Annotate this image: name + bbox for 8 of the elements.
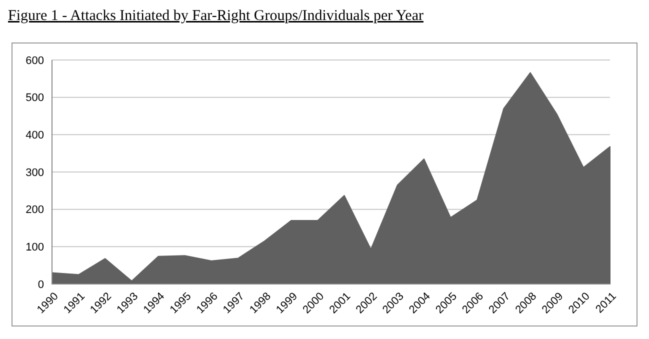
- y-tick-label: 0: [38, 278, 44, 291]
- y-tick-label: 300: [26, 166, 44, 179]
- y-tick-label: 400: [26, 130, 44, 142]
- chart-title: Figure 1 - Attacks Initiated by Far-Right Groups/Individuals per Year: [8, 8, 424, 24]
- y-tick-label: 200: [26, 204, 44, 216]
- y-tick-label: 500: [26, 92, 44, 104]
- y-tick-label: 100: [26, 242, 44, 254]
- y-tick-label: 600: [26, 54, 44, 67]
